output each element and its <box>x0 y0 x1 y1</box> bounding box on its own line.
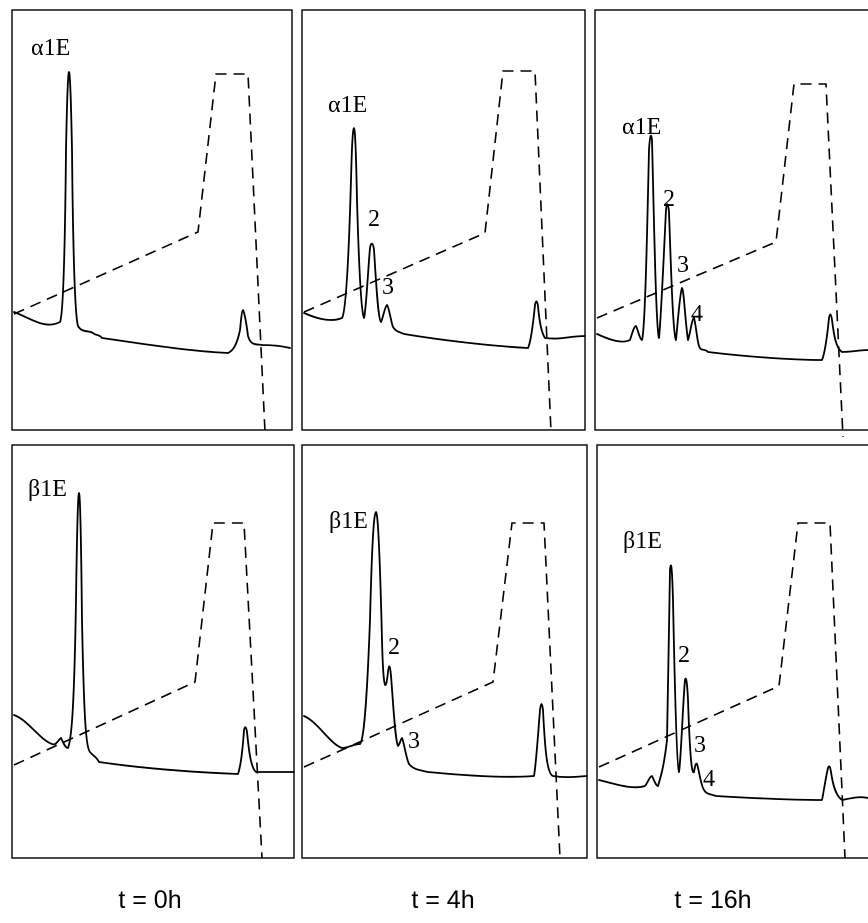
gradient-dashed-line <box>598 522 846 859</box>
peak-label: 2 <box>388 634 400 660</box>
peak-label: 4 <box>691 301 703 327</box>
panel-frame <box>11 9 293 431</box>
panel-top-t0: α1E <box>11 9 293 433</box>
peak-label: 2 <box>678 642 690 668</box>
chromatogram-trace <box>303 511 588 779</box>
panel-frame <box>11 444 295 859</box>
gradient-dashed-line <box>596 83 844 438</box>
panel-top-t4: α1E 2 3 <box>301 9 586 433</box>
gradient-dashed-line <box>303 70 552 433</box>
peak-label: 3 <box>408 728 420 754</box>
chromatogram-trace <box>596 134 868 361</box>
gradient-dashed-line <box>13 73 266 433</box>
gradient-dashed-line <box>303 522 561 859</box>
chromatogram-trace <box>303 127 586 349</box>
panel-top-t16: α1E 2 3 4 <box>594 9 868 438</box>
time-label-0h: t = 0h <box>118 886 181 914</box>
peak-label: α1E <box>622 114 661 140</box>
peak-label: β1E <box>623 528 662 554</box>
peak-label: α1E <box>328 92 367 118</box>
panel-frame <box>301 444 588 859</box>
panel-frame <box>596 444 868 859</box>
panel-bottom-t0: β1E <box>11 444 295 859</box>
panel-bottom-t16: β1E 2 3 4 <box>596 444 868 859</box>
peak-label: 4 <box>703 766 715 792</box>
peak-label: α1E <box>31 35 70 61</box>
panel-frame <box>594 9 868 431</box>
gradient-dashed-line <box>13 522 263 859</box>
panel-frame <box>301 9 586 431</box>
panel-bottom-t4: β1E 2 3 <box>301 444 588 859</box>
peak-label: 3 <box>694 732 706 758</box>
peak-label: 3 <box>677 252 689 278</box>
peak-label: 3 <box>382 274 394 300</box>
peak-label: β1E <box>329 508 368 534</box>
peak-label: 2 <box>368 206 380 232</box>
peak-label: β1E <box>28 476 67 502</box>
peak-label: 2 <box>663 186 675 212</box>
chromatogram-trace <box>13 492 295 775</box>
time-label-4h: t = 4h <box>411 886 474 914</box>
chromatogram-trace <box>13 71 291 354</box>
chromatogram-trace <box>598 564 868 801</box>
time-label-16h: t = 16h <box>674 886 751 914</box>
